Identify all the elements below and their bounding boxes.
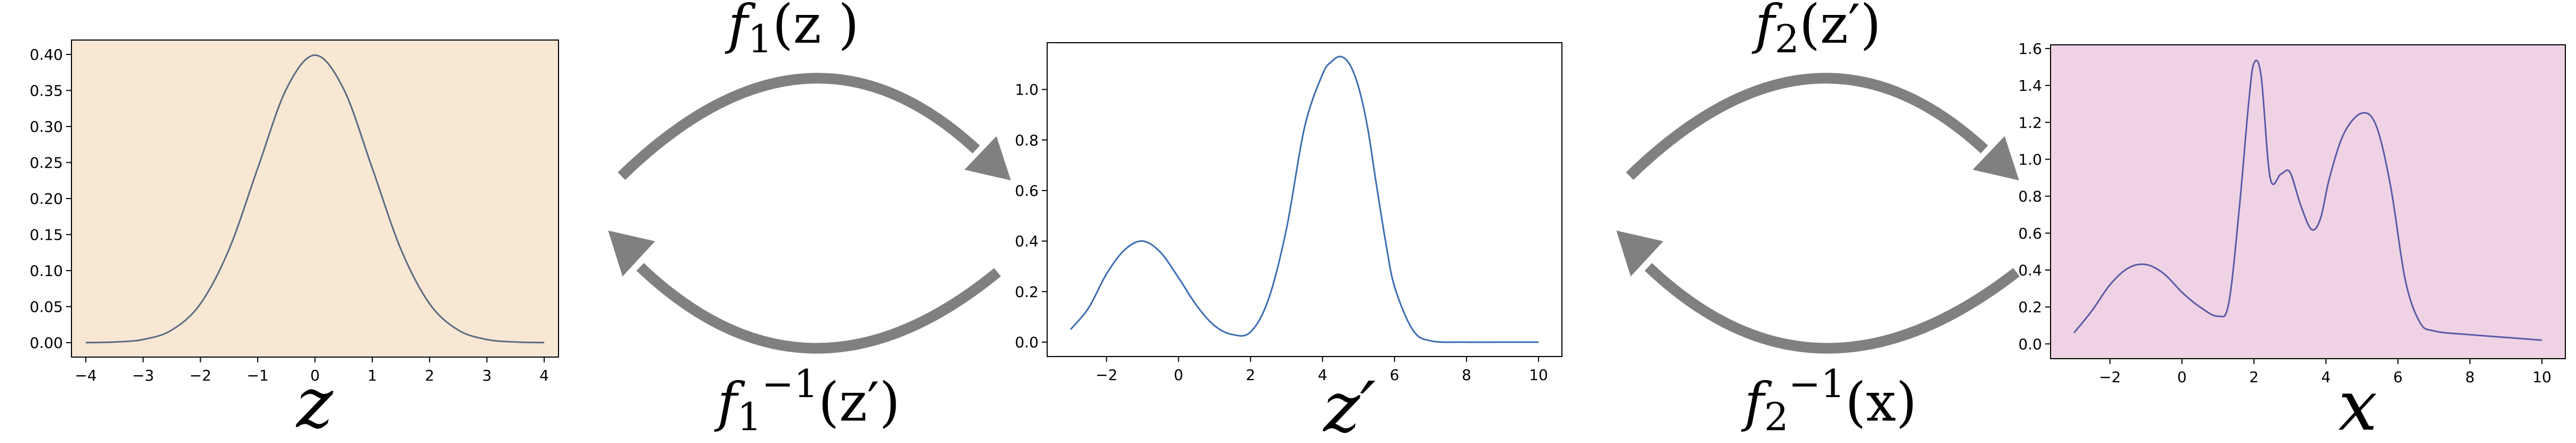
x-tick-label: 4 (539, 367, 549, 384)
y-tick-label: 1.0 (1015, 81, 1039, 99)
y-tick-label: 0.0 (2018, 335, 2042, 353)
plot-background-z-prime (1047, 42, 1562, 357)
label-f1-inverse: f1−1(z′) (714, 361, 900, 439)
x-tick-label: 6 (1390, 366, 1399, 384)
x-tick-label: 3 (482, 367, 492, 384)
y-tick-label: 0.6 (2018, 225, 2042, 242)
y-tick-label: 0.20 (30, 190, 63, 208)
x-tick-label: 8 (1462, 366, 1471, 384)
y-tick-label: 0.05 (30, 298, 63, 316)
x-tick-label: 0 (2177, 368, 2187, 386)
y-tick-label: 0.25 (30, 154, 63, 172)
x-tick-label: 1 (368, 367, 377, 384)
label-f2: f2(z′) (1751, 0, 1881, 61)
x-tick-label: 8 (2465, 368, 2475, 386)
density-curve-x (2073, 59, 2542, 341)
y-tick-label: 1.6 (2018, 40, 2042, 58)
y-tick-label: 1.2 (2018, 114, 2042, 131)
y-tick-label: 0.4 (1015, 233, 1039, 250)
y-tick-label: 0.6 (1015, 182, 1039, 200)
x-tick-label: 2 (425, 367, 434, 384)
x-tick-label: 2 (1246, 366, 1255, 384)
y-tick-label: 0.00 (30, 334, 63, 352)
label-f2-inverse: f2−1(x) (1741, 361, 1917, 439)
axis-ticks-z: −4 −3 −2 −1 0 1 2 3 4 0.00 0.05 0.10 0.15 0.20 0.25 0.3… (30, 46, 549, 384)
x-tick-label: −2 (189, 367, 211, 384)
x-tick-label: −3 (132, 367, 154, 384)
arrow-f2-forward (1626, 73, 2019, 180)
y-tick-label: 0.0 (1015, 334, 1039, 351)
y-tick-label: 0.15 (30, 226, 63, 244)
arrow-f1-inverse (608, 231, 1001, 354)
xlabel-z-prime: z′ (1322, 367, 1376, 443)
x-tick-label: 0 (310, 367, 320, 384)
x-tick-label: −2 (2099, 368, 2121, 386)
y-tick-label: 0.35 (30, 82, 63, 100)
arrow-head-icon (1616, 231, 1663, 276)
y-tick-label: 0.30 (30, 118, 63, 136)
x-tick-label: −4 (75, 367, 97, 384)
y-tick-label: 0.4 (2018, 262, 2042, 279)
chart-panel-z: −4 −3 −2 −1 0 1 2 3 4 0.00 0.05 0.10 0.15 0.20 0.25 0.3… (30, 39, 559, 443)
y-tick-label: 0.2 (1015, 283, 1039, 300)
y-tick-label: 0.40 (30, 46, 63, 64)
x-tick-label: 2 (2249, 368, 2259, 386)
xlabel-z: z (296, 362, 334, 443)
density-curve-z-prime (1070, 56, 1539, 343)
x-tick-label: 4 (2321, 368, 2331, 386)
arrow-f1-forward (618, 73, 1011, 180)
x-tick-label: 4 (1318, 366, 1327, 384)
arrow-head-icon (608, 231, 655, 276)
x-tick-label: −1 (246, 367, 268, 384)
xlabel-x: x (2338, 365, 2377, 443)
arrow-head-icon (1973, 136, 2019, 180)
y-tick-label: 1.0 (2018, 151, 2042, 168)
axis-ticks-z-prime: −2 0 2 4 6 8 10 0.0 0.2 0.4 0.6 0.8 1.0 (1015, 81, 1548, 384)
axis-ticks-x: −2 0 2 4 6 8 10 0.0 0.2 0.4 0.6 0.8 1.0 1.2 1.4 1.6 (2018, 40, 2551, 386)
arrow-head-icon (964, 136, 1011, 180)
arrow-f2-inverse (1616, 231, 2020, 354)
y-tick-label: 0.2 (2018, 298, 2042, 316)
plot-background-x (2050, 44, 2566, 359)
y-tick-label: 0.10 (30, 262, 63, 280)
x-tick-label: −2 (1096, 366, 1118, 384)
chart-panel-z-prime: −2 0 2 4 6 8 10 0.0 0.2 0.4 0.6 0.8 1.0 z′ (1015, 42, 1562, 443)
x-tick-label: 10 (2532, 368, 2551, 386)
chart-panel-x: −2 0 2 4 6 8 10 0.0 0.2 0.4 0.6 0.8 1.0 1.2 1.4 1.6 x (2018, 40, 2566, 443)
x-tick-label: 0 (1174, 366, 1183, 384)
density-curve-z (85, 54, 545, 344)
y-tick-label: 0.8 (1015, 131, 1039, 149)
y-tick-label: 1.4 (2018, 77, 2042, 94)
plot-background-z (71, 39, 559, 358)
x-tick-label: 6 (2393, 368, 2403, 386)
label-f1: f1(z ) (724, 0, 859, 61)
y-tick-label: 0.8 (2018, 188, 2042, 205)
x-tick-label: 10 (1529, 366, 1548, 384)
